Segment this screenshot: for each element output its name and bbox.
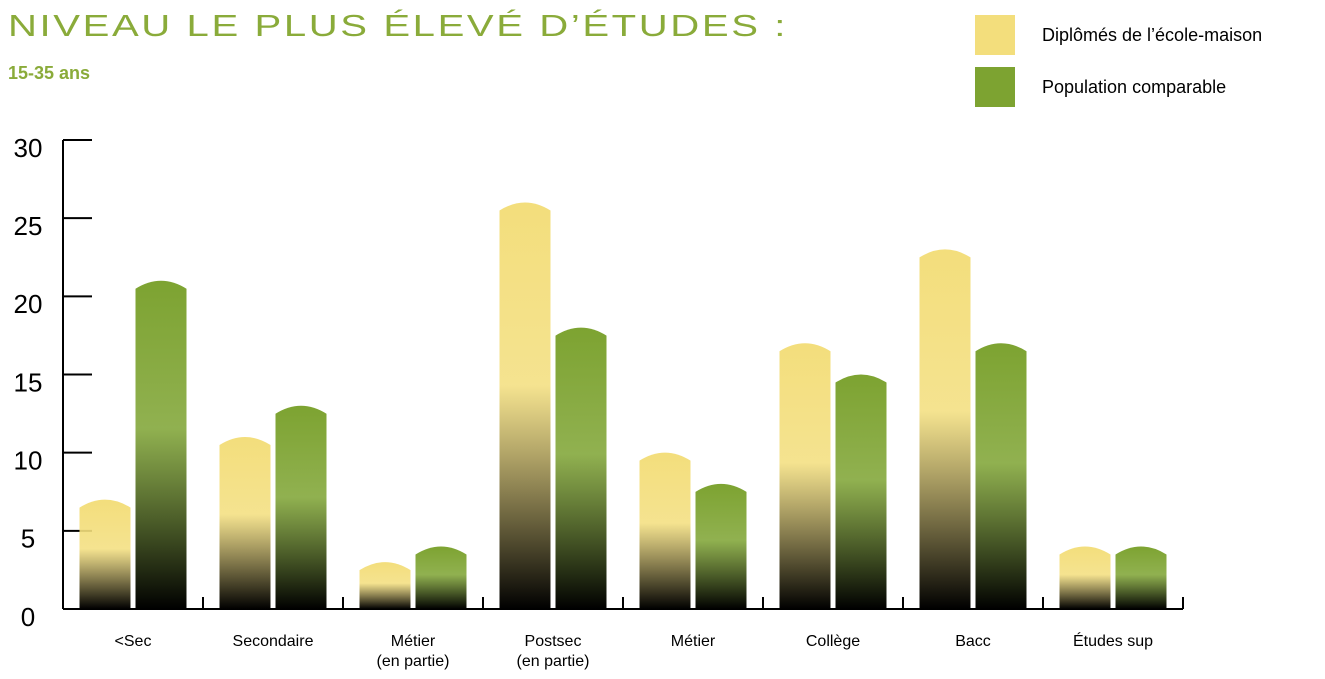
y-tick-label: 5: [21, 524, 35, 554]
x-tick-label: Bacc: [955, 633, 991, 650]
bar: [219, 437, 271, 609]
bar: [1059, 546, 1111, 609]
y-tick-label: 25: [14, 211, 43, 241]
bar: [275, 405, 327, 609]
bar: [1115, 546, 1167, 609]
chart-subtitle: 15-35 ans: [8, 63, 90, 83]
x-tick-label: Études sup: [1072, 633, 1154, 650]
y-tick-label: 30: [14, 133, 43, 163]
bar: [639, 452, 691, 609]
legend-swatch: [975, 15, 1015, 55]
legend-swatch: [975, 67, 1015, 107]
legend-label: Diplômés de l’école-maison: [1042, 25, 1262, 45]
y-tick-label: 0: [21, 602, 35, 632]
bar: [555, 327, 607, 609]
bar: [499, 202, 551, 610]
y-tick-label: 20: [14, 289, 43, 319]
bar: [359, 562, 411, 609]
bar: [835, 374, 887, 609]
legend-label: Population comparable: [1042, 77, 1226, 97]
bar: [695, 483, 747, 609]
x-tick-label: Collège: [805, 633, 861, 650]
x-tick-label: Secondaire: [232, 633, 314, 650]
y-tick-label: 15: [14, 367, 43, 397]
bar: [779, 343, 831, 609]
chart-title: NIVEAU LE PLUS ÉLEVÉ D’ÉTUDES :: [8, 8, 788, 43]
x-tick-label: Postsec (en partie): [516, 633, 590, 670]
bar: [415, 546, 467, 609]
bar: [975, 343, 1027, 609]
bar: [135, 280, 187, 609]
y-tick-label: 10: [14, 446, 43, 476]
x-tick-label: <Sec: [114, 633, 152, 650]
x-tick-label: Métier (en partie): [376, 633, 450, 670]
bar: [919, 249, 971, 609]
bar: [79, 499, 131, 609]
x-tick-label: Métier: [670, 633, 716, 650]
